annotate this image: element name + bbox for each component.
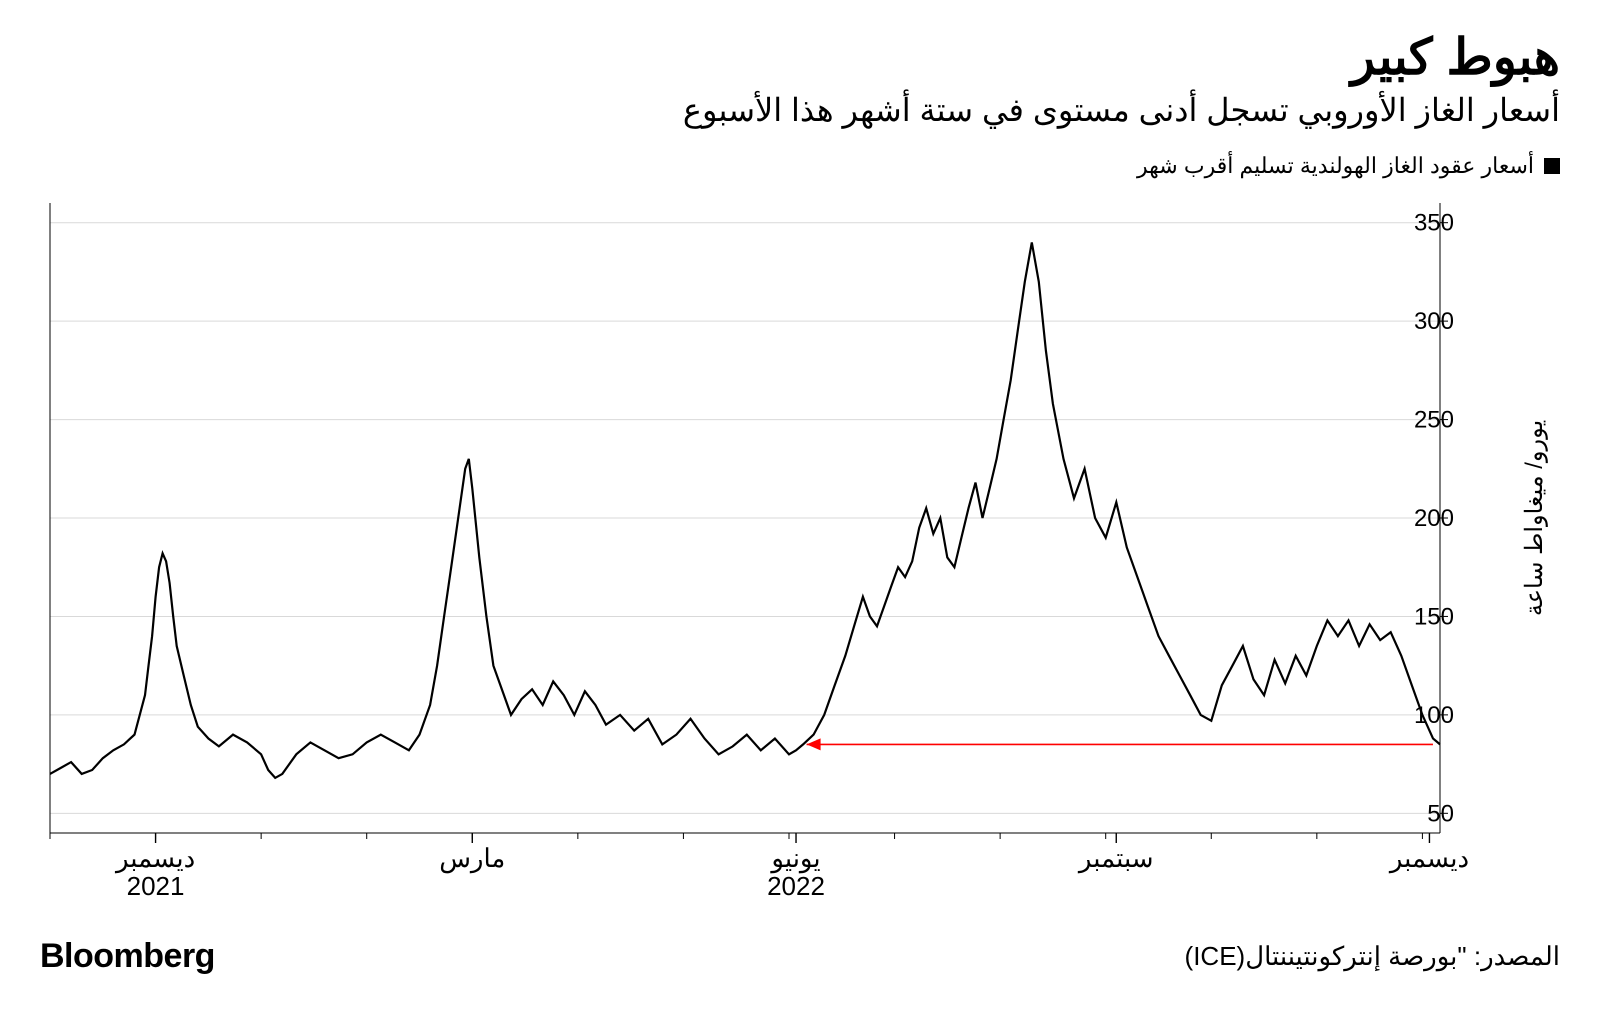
chart-title: هبوط كبير <box>40 30 1560 85</box>
svg-text:مارس: مارس <box>439 843 505 874</box>
svg-text:سبتمبر: سبتمبر <box>1077 843 1154 874</box>
legend-swatch <box>1544 158 1560 174</box>
chart-subtitle: أسعار الغاز الأوروبي تسجل أدنى مستوى في … <box>40 91 1560 129</box>
legend-label: أسعار عقود الغاز الهولندية تسليم أقرب شه… <box>1137 153 1534 179</box>
svg-text:300: 300 <box>1414 308 1454 335</box>
brand-logo: Bloomberg <box>40 937 215 976</box>
svg-text:50: 50 <box>1427 800 1454 827</box>
svg-text:200: 200 <box>1414 505 1454 532</box>
svg-text:ديسمبر: ديسمبر <box>114 843 195 874</box>
source-attribution: المصدر: "بورصة إنتركونتيننتال(ICE) <box>1185 941 1560 972</box>
svg-text:350: 350 <box>1414 210 1454 237</box>
svg-text:2022: 2022 <box>767 871 825 901</box>
svg-text:2021: 2021 <box>127 871 185 901</box>
svg-text:يونيو: يونيو <box>769 843 820 874</box>
svg-text:150: 150 <box>1414 603 1454 630</box>
svg-text:250: 250 <box>1414 407 1454 434</box>
chart-legend: أسعار عقود الغاز الهولندية تسليم أقرب شه… <box>40 153 1560 179</box>
chart-footer: Bloomberg المصدر: "بورصة إنتركونتيننتال(… <box>40 937 1560 976</box>
svg-text:يورو/ ميغاواط ساعة: يورو/ ميغاواط ساعة <box>1521 420 1548 616</box>
svg-text:ديسمبر: ديسمبر <box>1388 843 1469 874</box>
line-chart-svg: 50100150200250300350ديسمبر2021مارسيونيو2… <box>40 193 1560 913</box>
chart-area: 50100150200250300350ديسمبر2021مارسيونيو2… <box>40 193 1560 913</box>
